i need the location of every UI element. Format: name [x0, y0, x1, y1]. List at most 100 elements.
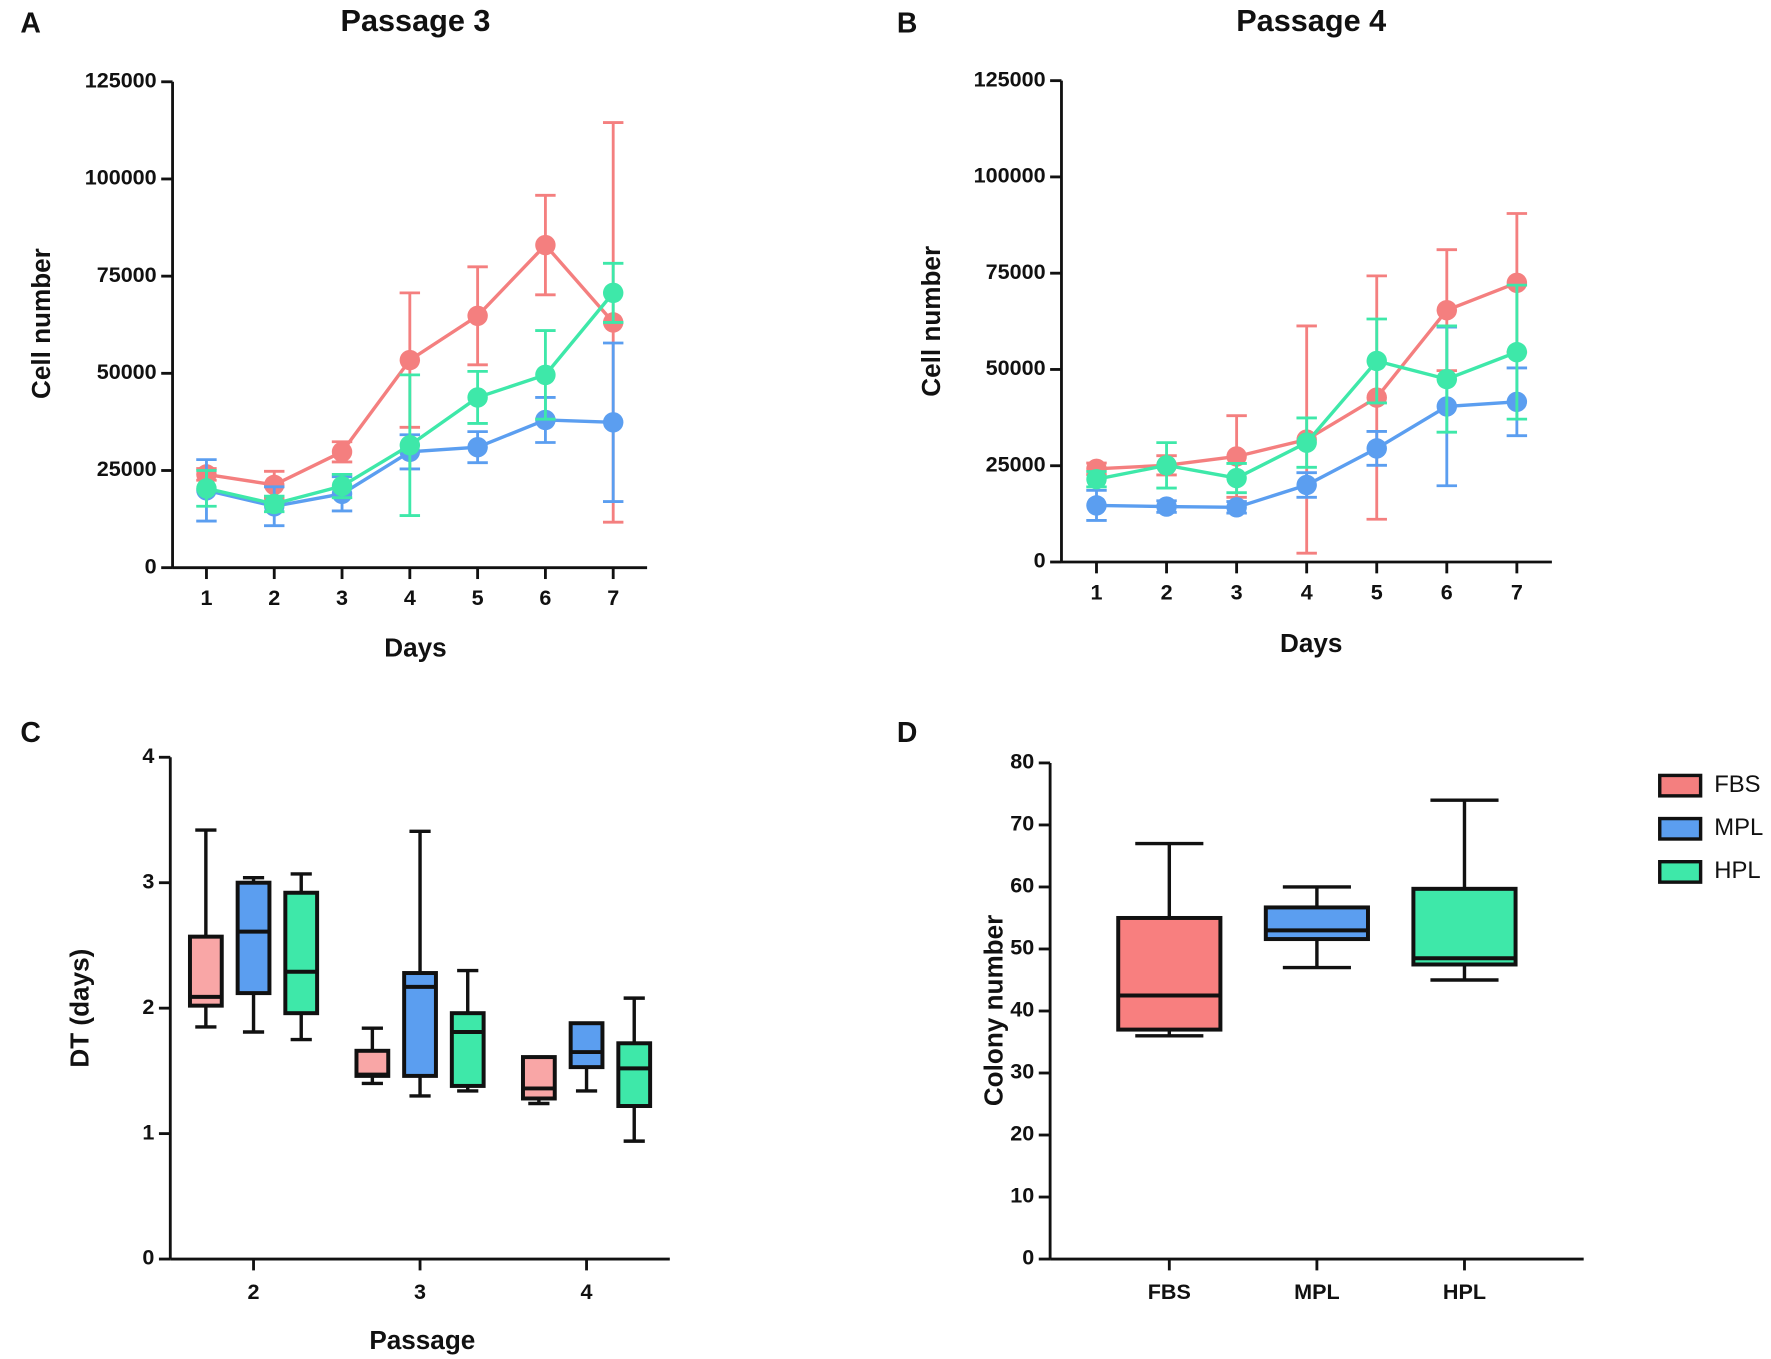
y-axis-title: DT (days) [65, 949, 95, 1068]
data-point [1436, 299, 1458, 321]
x-axis-title: Days [1280, 628, 1342, 658]
y-tick-label: 70 [1010, 811, 1034, 836]
x-tick-label: 1 [1091, 579, 1103, 604]
data-point [331, 441, 353, 463]
x-tick-label: 3 [1231, 579, 1243, 604]
legend-swatch [1658, 816, 1703, 841]
y-tick-label: 50000 [986, 355, 1046, 380]
box [235, 880, 272, 996]
y-tick-label: 50000 [97, 359, 157, 384]
x-tick-label: 6 [1441, 579, 1453, 604]
x-tick-label: MPL [1294, 1279, 1339, 1304]
data-point [264, 493, 285, 515]
y-tick-label: 100000 [974, 163, 1046, 188]
x-tick-label: 2 [248, 1279, 260, 1304]
x-tick-label: HPL [1443, 1279, 1486, 1304]
y-tick-label: 0 [142, 1245, 154, 1270]
legend-label: MPL [1714, 814, 1763, 841]
box [520, 1055, 557, 1101]
x-tick-label: 3 [414, 1279, 426, 1304]
data-point [1226, 446, 1247, 467]
panel-label: D [897, 717, 918, 749]
data-point [264, 474, 285, 496]
legend-label: HPL [1714, 857, 1760, 884]
y-tick-label: 20 [1010, 1121, 1034, 1146]
legend-swatch [1658, 773, 1703, 798]
data-point [399, 349, 421, 371]
x-tick-label: 3 [336, 585, 348, 610]
box [283, 890, 320, 1016]
y-tick-label: 50 [1010, 935, 1034, 960]
panel-label: A [20, 8, 40, 40]
data-point [331, 475, 353, 497]
x-tick-label: 1 [200, 585, 212, 610]
chart-title: Passage 4 [1236, 4, 1386, 38]
x-tick-label: 6 [539, 585, 551, 610]
y-axis-title: Cell number [916, 246, 946, 397]
data-point [602, 412, 624, 433]
y-axis-title: Cell number [26, 248, 56, 399]
box [568, 1021, 605, 1070]
data-point [467, 387, 488, 408]
box [187, 934, 224, 1008]
y-tick-label: 4 [142, 743, 154, 768]
data-point [1226, 497, 1247, 518]
x-axis-title: Days [384, 632, 446, 662]
data-point [535, 364, 556, 386]
x-tick-label: 2 [1161, 579, 1173, 604]
data-point [535, 234, 556, 256]
panel-label: B [897, 8, 918, 40]
data-point [1086, 495, 1107, 516]
data-point [1506, 272, 1528, 294]
y-axis-title: Colony number [979, 915, 1009, 1106]
data-point [1156, 455, 1177, 476]
legend-swatch [1658, 860, 1703, 884]
box [354, 1048, 391, 1078]
box [449, 1011, 486, 1088]
y-tick-label: 75000 [986, 259, 1046, 284]
data-point [467, 436, 488, 458]
box [616, 1041, 653, 1108]
data-point [1366, 350, 1387, 372]
box [1411, 886, 1518, 967]
y-tick-label: 3 [142, 868, 154, 893]
y-tick-label: 0 [145, 553, 157, 578]
data-point [399, 435, 421, 456]
x-tick-label: 5 [472, 585, 484, 610]
data-point [1506, 341, 1528, 363]
data-point [1436, 368, 1458, 390]
data-point [1086, 468, 1107, 490]
y-tick-label: 60 [1010, 873, 1034, 898]
y-tick-label: 125000 [85, 67, 157, 92]
data-point [1156, 496, 1177, 517]
x-tick-label: 4 [404, 585, 416, 610]
box [1263, 905, 1370, 942]
legend-label: FBS [1714, 771, 1760, 798]
x-tick-label: 7 [1511, 579, 1523, 604]
x-tick-label: 5 [1371, 579, 1383, 604]
y-tick-label: 40 [1010, 997, 1034, 1022]
y-tick-label: 75000 [97, 262, 157, 287]
y-tick-label: 80 [1010, 749, 1034, 774]
data-point [1226, 467, 1247, 489]
x-tick-label: 4 [1301, 579, 1313, 604]
box [1116, 915, 1223, 1032]
data-point [1296, 474, 1317, 496]
y-tick-label: 25000 [986, 451, 1046, 476]
x-axis-title: Passage [369, 1325, 475, 1355]
x-tick-label: 7 [607, 585, 619, 610]
y-tick-label: 2 [142, 994, 154, 1019]
x-tick-label: 2 [268, 585, 280, 610]
data-point [467, 305, 488, 327]
y-tick-label: 10 [1010, 1183, 1034, 1208]
y-tick-label: 100000 [85, 165, 157, 190]
data-point [196, 478, 217, 499]
y-tick-label: 30 [1010, 1059, 1034, 1084]
data-point [1366, 438, 1387, 459]
y-tick-label: 0 [1022, 1245, 1034, 1270]
y-tick-label: 25000 [97, 456, 157, 481]
y-tick-label: 125000 [974, 66, 1046, 91]
data-point [602, 282, 624, 304]
x-tick-label: FBS [1148, 1279, 1191, 1304]
